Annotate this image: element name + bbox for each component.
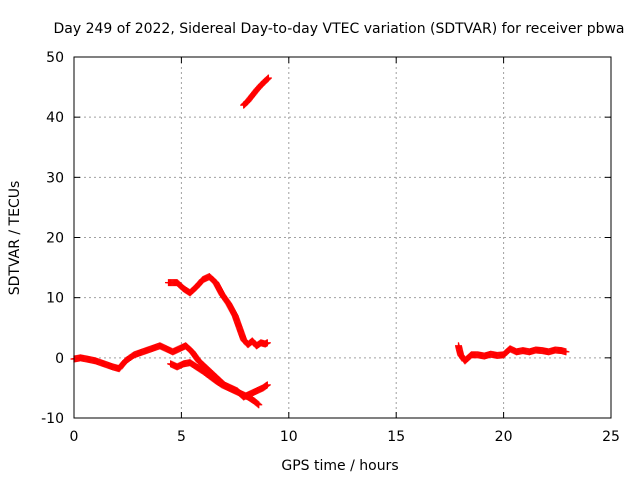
data-point [139, 345, 154, 356]
data-point [253, 339, 264, 350]
x-axis-label: GPS time / hours [281, 458, 398, 474]
y-tick-label: 10 [46, 291, 64, 307]
x-tick-label: 25 [602, 429, 620, 445]
data-point [264, 74, 272, 82]
y-axis-label: SDTVAR / TECUs [7, 181, 23, 296]
y-tick-label: 20 [46, 231, 64, 247]
series-arc-mid [165, 273, 271, 350]
data-point [253, 384, 266, 395]
series-arc-low-2 [167, 359, 263, 409]
grid-lines [74, 57, 611, 418]
x-tick-label: 15 [387, 429, 405, 445]
x-tick-label: 20 [495, 429, 513, 445]
series-arc-high [240, 74, 272, 109]
y-tick-label: -10 [41, 411, 64, 427]
plot-frame [73, 56, 612, 419]
data-point [261, 75, 272, 85]
y-tick-label: 50 [46, 50, 64, 66]
data-point [91, 357, 107, 367]
x-tick-label: 10 [280, 429, 298, 445]
y-tick-label: 40 [46, 110, 64, 126]
axis-ticks: 0 5 10 15 20 25 -10 0 10 20 30 40 50 [41, 50, 620, 445]
data-point [195, 357, 208, 370]
x-tick-label: 5 [177, 429, 186, 445]
data-points [70, 74, 570, 409]
data-point [192, 276, 206, 291]
data-point [180, 359, 193, 368]
data-point [263, 339, 271, 347]
data-point [263, 381, 271, 389]
y-tick-label: 0 [55, 351, 64, 367]
series-arc-evening [454, 342, 570, 365]
data-point [562, 348, 570, 356]
data-point [212, 279, 226, 298]
data-point [225, 300, 239, 319]
chart-title: Day 249 of 2022, Sidereal Day-to-day VTE… [53, 21, 624, 37]
x-tick-label: 0 [70, 429, 79, 445]
data-point [244, 92, 256, 105]
data-point [231, 312, 243, 331]
y-tick-label: 30 [46, 170, 64, 186]
data-point [250, 397, 262, 408]
data-point [255, 401, 263, 409]
data-point [130, 348, 146, 359]
